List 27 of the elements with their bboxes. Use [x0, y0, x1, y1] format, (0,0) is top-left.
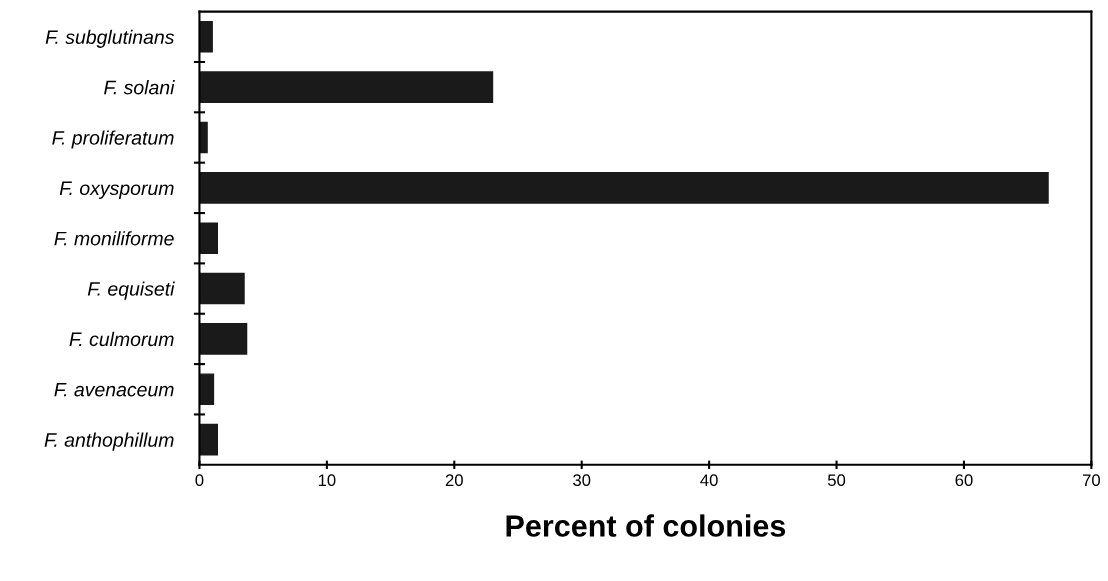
y-tick-label: F. proliferatum	[52, 130, 174, 149]
y-tick-label: F. anthophillum	[44, 432, 174, 451]
bar	[199, 172, 1049, 204]
y-tick-label: F. moniliforme	[54, 231, 174, 246]
x-tick-label: 40	[700, 474, 718, 487]
x-tick-label: 50	[827, 474, 846, 487]
y-tick-label: F. subglutinans	[45, 29, 175, 48]
x-tick-label: 30	[573, 474, 591, 487]
x-tick-label: 10	[318, 474, 336, 487]
y-tick-label: F. oxysporum	[59, 181, 174, 199]
bar	[199, 71, 494, 103]
bar	[199, 20, 213, 53]
bar	[199, 222, 218, 255]
x-tick-label: 70	[1082, 474, 1100, 487]
bar	[199, 272, 245, 305]
bar	[199, 373, 215, 406]
bar	[199, 323, 248, 355]
x-axis-title: Percent of colonies	[506, 514, 786, 537]
y-tick-label: F. avenaceum	[54, 382, 174, 397]
x-tick-label: 0	[195, 474, 204, 487]
x-tick-label: 20	[445, 474, 463, 487]
y-tick-label: F. equiseti	[87, 281, 175, 300]
bar	[199, 121, 208, 154]
x-tick-label: 60	[955, 474, 973, 487]
y-tick-label: F. solani	[104, 80, 175, 95]
y-tick-label: F. culmorum	[69, 331, 174, 347]
bar	[199, 423, 218, 456]
